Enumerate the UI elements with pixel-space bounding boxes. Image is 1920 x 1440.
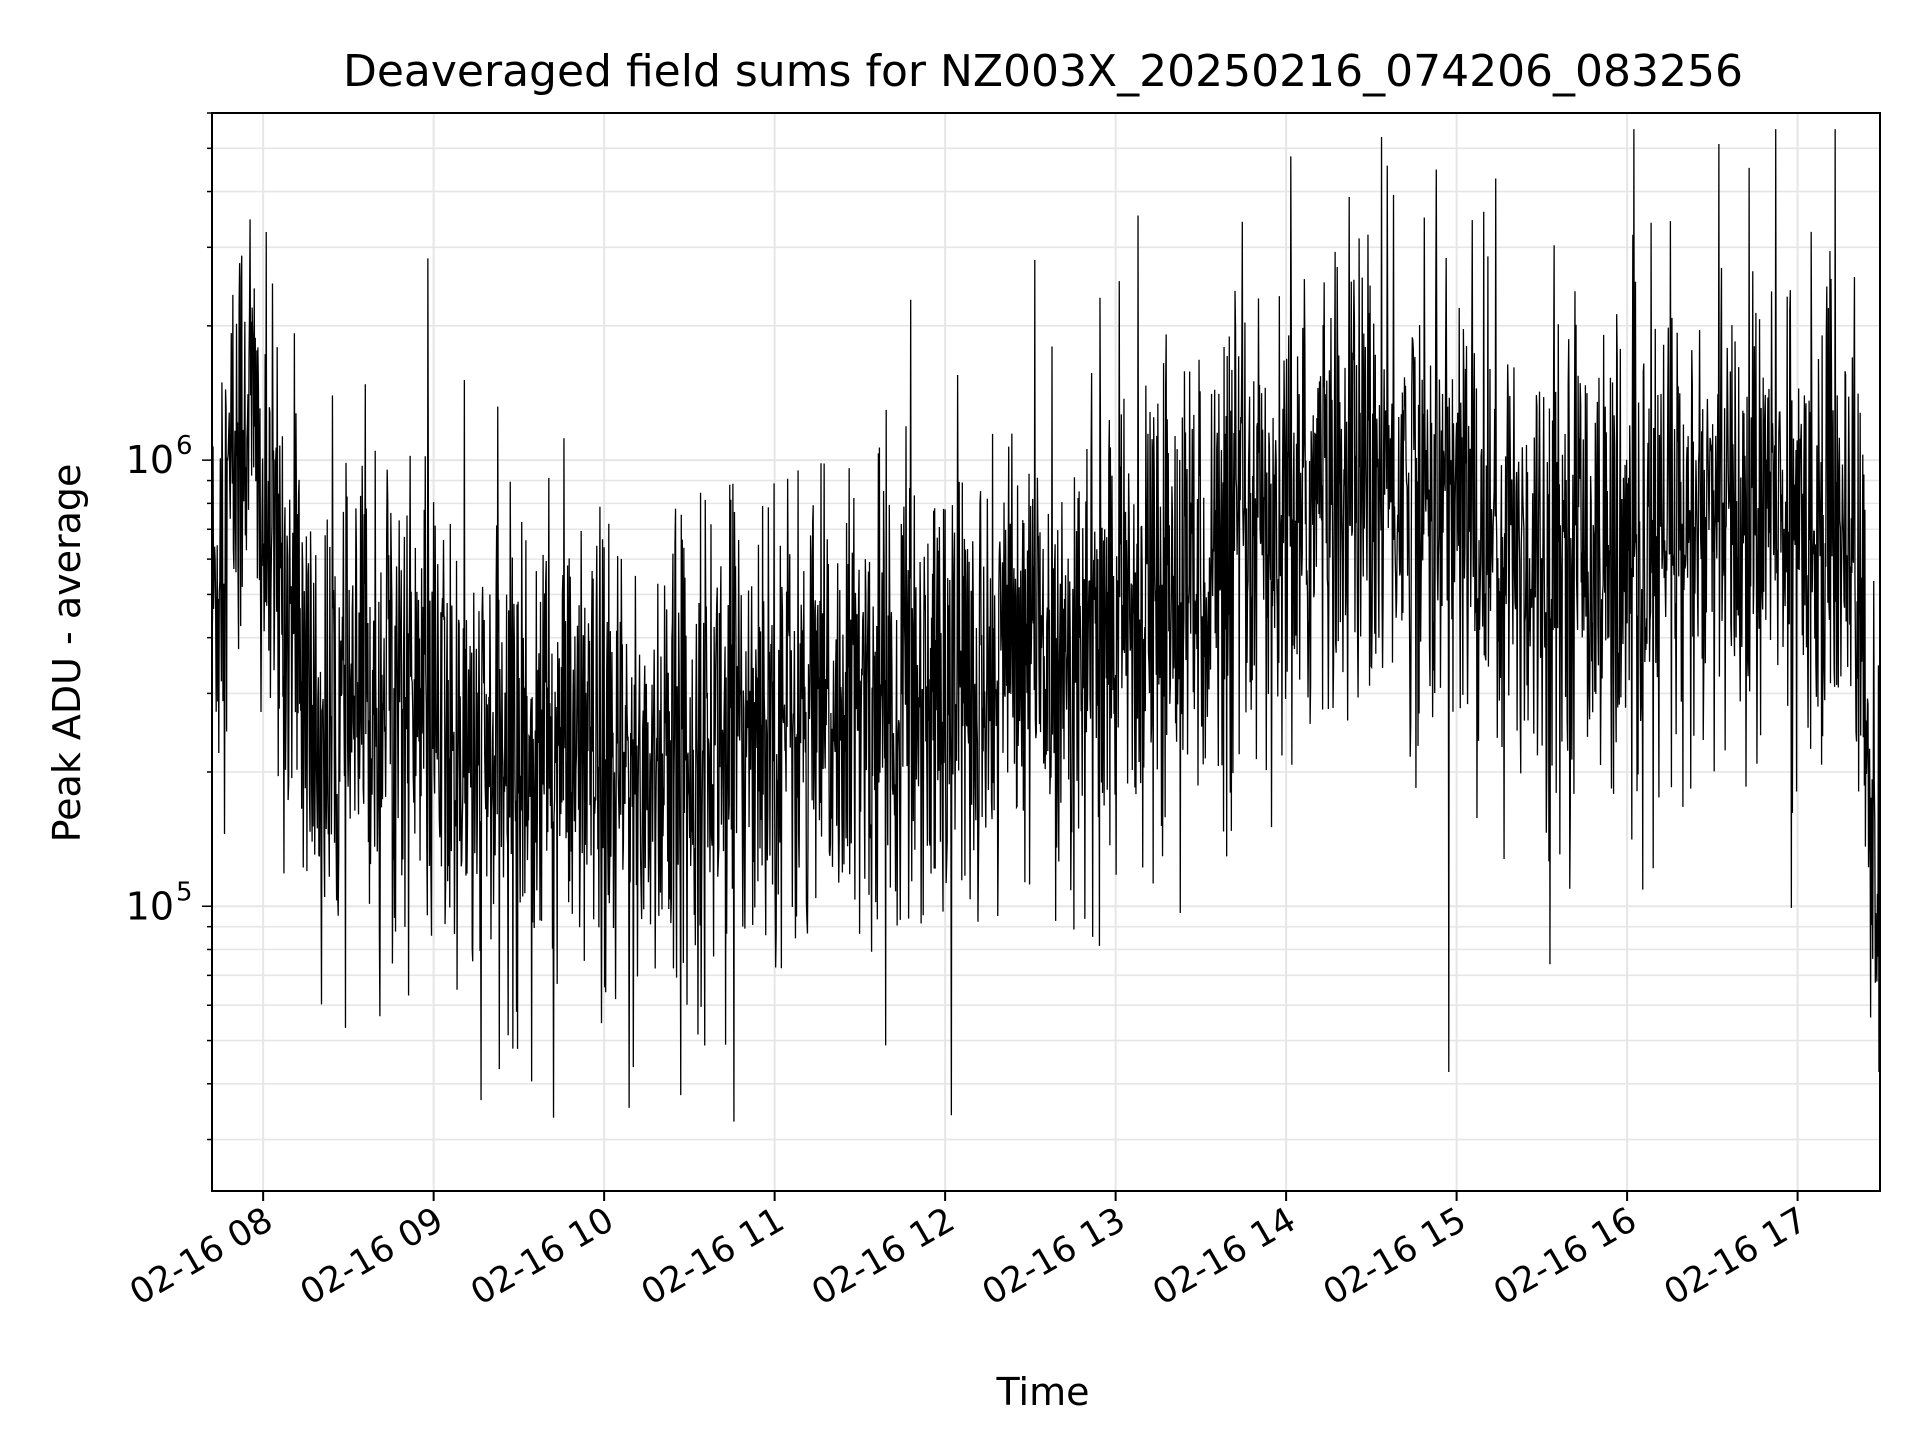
y-tick-label: 10: [126, 884, 174, 928]
y-tick-exponent: 5: [176, 877, 193, 907]
y-tick-label: 10: [126, 438, 174, 482]
y-tick-exponent: 6: [176, 431, 193, 461]
x-axis-label: Time: [996, 1370, 1090, 1414]
y-axis-label: Peak ADU - average: [45, 464, 89, 843]
plot-area: [211, 129, 1881, 1122]
chart-title: Deaveraged field sums for NZ003X_2025021…: [343, 46, 1743, 97]
series-line: [211, 129, 1881, 1122]
plot-frame: [211, 112, 1881, 1192]
